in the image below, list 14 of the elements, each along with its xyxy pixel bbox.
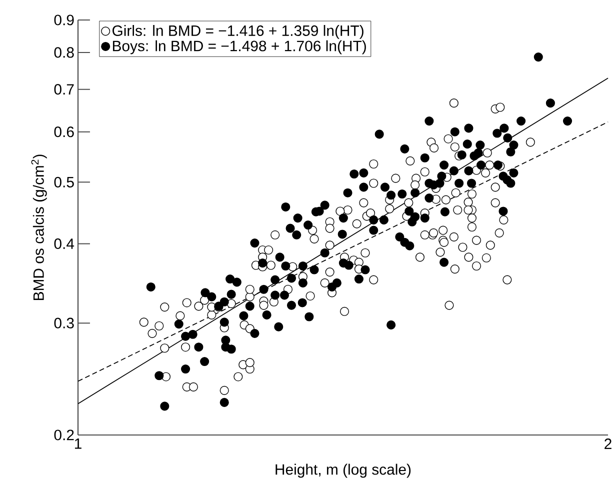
y-tick-label: 0.4	[54, 238, 74, 250]
x-axis-title: Height, m (log scale)	[276, 464, 411, 478]
y-tick-label: 0.5	[54, 176, 74, 188]
x-tick-label: 2	[604, 438, 612, 449]
y-tick-label: 0.9	[54, 14, 74, 26]
legend-label: Girls: ln BMD = −1.416 + 1.359 ln(HT)	[112, 25, 364, 39]
x-tick-label: 1	[74, 438, 82, 449]
legend-label: Boys: ln BMD = −1.498 + 1.706 ln(HT)	[112, 40, 366, 54]
y-tick-label: 0.3	[54, 318, 74, 328]
y-tick-label: 0.7	[54, 84, 74, 95]
y-tick-label: 0.8	[54, 47, 74, 58]
y-tick-label: 0.2	[54, 430, 74, 440]
y-tick-label: 0.6	[54, 126, 74, 138]
y-axis-title: BMD os calcis (g/cm$^{2}$)	[31, 154, 47, 300]
